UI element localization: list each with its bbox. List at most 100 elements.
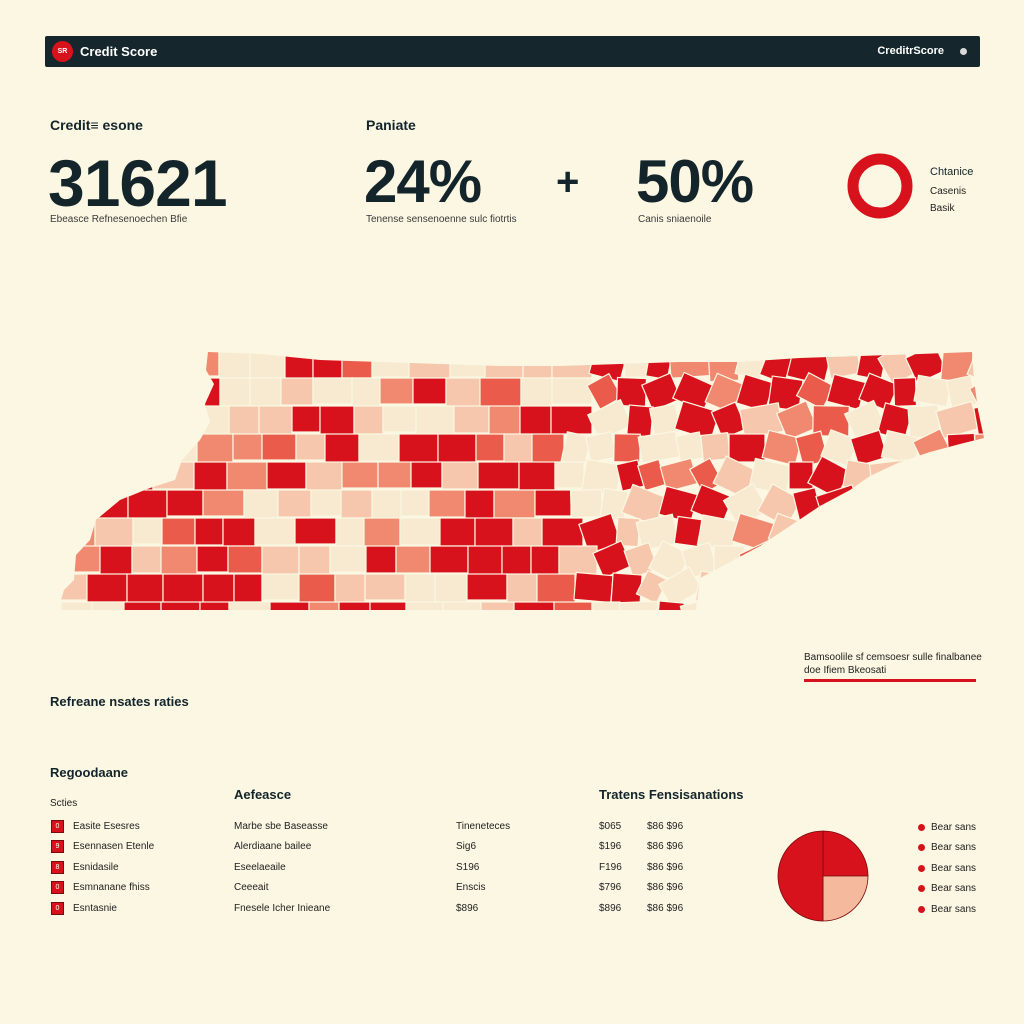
county-cell [745,597,783,610]
county-cell [955,567,984,607]
county-cell [474,517,514,549]
row-amount-b: $86 $96 [647,821,684,832]
pie-chart [777,830,869,922]
county-cell [794,597,831,610]
county-cell [675,431,705,463]
county-cell [849,429,889,467]
county-cell [132,517,163,545]
county-cell [679,597,719,610]
county-cell [91,601,125,610]
county-cell [99,545,133,578]
row-name[interactable]: Easite Esesres [73,821,140,832]
county-cell [437,433,477,464]
county-cell [441,461,479,490]
county-cell [553,601,593,610]
county-cell [826,373,867,411]
county-cell [249,377,282,407]
county-cell [88,352,121,379]
county-cell [934,482,982,528]
county-cell [188,405,230,436]
county-cell [94,517,134,547]
pie-legend-dot [918,865,925,872]
county-cell [897,570,929,607]
county-cell [439,517,476,547]
pie-legend-label: Bear sans [931,822,977,833]
county-cell [324,433,360,465]
county-cell [123,461,154,494]
row-value: Tineneteces [456,821,511,832]
county-cell [312,352,343,379]
donut-legend-1: Chtanice [930,166,974,178]
county-cell [371,352,410,378]
county-cell [258,405,293,436]
county-cell [261,433,297,461]
county-cell [310,489,342,517]
county-cell [738,539,783,584]
county-cell [329,545,367,573]
county-cell [227,545,263,574]
county-cell [713,545,745,576]
county-cell [243,489,279,519]
kpi-paniate-label: Paniate [366,117,416,133]
county-cell [193,461,228,494]
county-cell [449,352,486,378]
county-cell [874,516,911,547]
account-label[interactable]: CreditrScore [877,45,944,57]
county-cell [341,461,379,489]
row-value: $896 [456,903,479,914]
row-name[interactable]: Esntasnie [73,903,117,914]
county-cell [464,489,495,520]
county-cell [658,566,703,608]
county-cell [358,433,400,462]
county-cell [294,517,337,545]
kpi-paniate-sub: Tenense sensenoenne sulc fiotrtis [366,214,517,225]
county-cell [340,489,373,519]
county-cell [833,511,881,553]
county-cell [825,352,862,380]
row-name[interactable]: Esmnanane fhiss [73,882,150,893]
kpi-credit-value: 31621 [48,146,228,220]
county-cell [573,571,614,604]
county-cell [60,545,101,573]
app-logo[interactable]: SR [52,41,73,62]
county-cell [266,461,307,490]
county-cell [966,352,984,385]
row-name[interactable]: Esnidasile [73,862,119,873]
county-cell [298,573,336,605]
row-amount-b: $86 $96 [647,903,684,914]
county-cell [929,457,966,494]
county-cell [58,352,90,380]
county-cell [228,601,271,610]
county-cell [399,517,441,546]
county-cell [334,573,366,606]
county-cell [853,598,893,610]
county-cell [95,489,129,521]
pie-legend-dot [918,824,925,831]
county-cell [202,489,245,517]
county-cell [771,597,804,610]
row-amount-a: $896 [599,903,622,914]
county-cell [428,489,466,518]
county-cell [412,377,447,405]
row-name[interactable]: Esennasen Etenle [73,841,155,852]
county-cell [756,483,803,528]
county-cell [493,489,536,519]
menu-dot-icon[interactable] [960,48,967,55]
pie-legend-dot [918,906,925,913]
county-cell [298,545,331,575]
county-cell [365,545,397,574]
county-cell [233,573,263,603]
county-cell [585,431,617,463]
county-cell [622,352,650,379]
county-cell [586,372,623,411]
top-bar: SR Credit Score CreditrScore [45,36,980,67]
county-cell [261,545,300,576]
county-cell [688,457,725,495]
county-cell [58,461,91,489]
county-cell [798,511,844,554]
county-cell [161,433,198,464]
row-amount-a: $796 [599,882,622,893]
row-badge: 9 [51,840,64,853]
county-cell [127,433,163,462]
county-cell [477,461,520,490]
